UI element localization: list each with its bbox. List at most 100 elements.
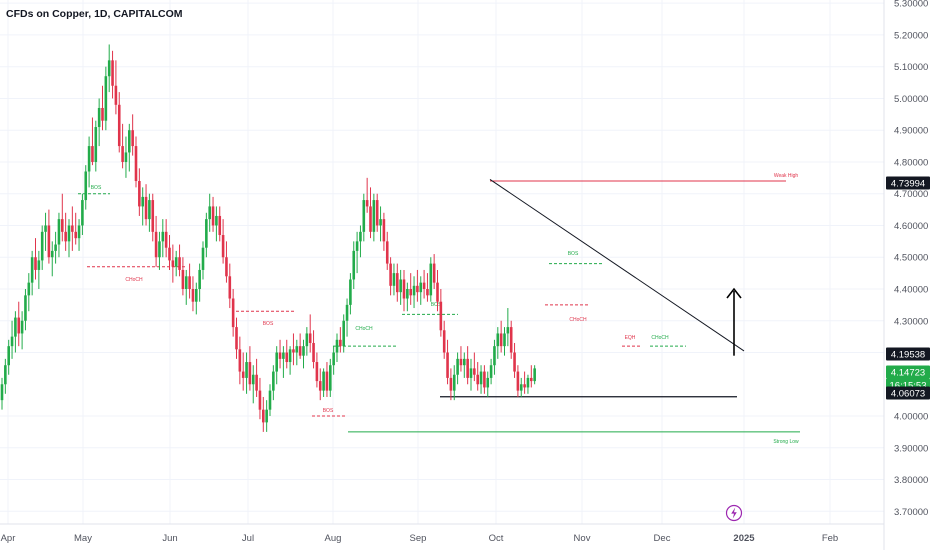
candle-body [466, 358, 469, 378]
candle-body [362, 200, 366, 232]
structure-layer: BOS CHoCH BOS CHoCH BOS BOS BOS CHoCH EQH CHoCH We… [78, 173, 799, 445]
candle-body [352, 250, 356, 280]
structure-label: EQH [625, 335, 636, 341]
candle-body [141, 196, 144, 207]
candle-body [64, 231, 67, 242]
candle-body [128, 130, 131, 153]
candle-body [77, 225, 81, 239]
candle-body [14, 317, 17, 337]
candle-body [422, 282, 426, 289]
candle-body [385, 241, 389, 264]
candle-body [402, 279, 406, 299]
candle-body [372, 200, 376, 232]
price-label-badge [886, 176, 930, 190]
candle-body [392, 273, 396, 286]
structure-label: BOS [323, 408, 334, 414]
x-tick-label: Feb [822, 533, 838, 544]
candle-body [94, 127, 98, 162]
candle-body [486, 377, 490, 388]
structure-label: BOS [91, 185, 102, 191]
y-tick-label: 4.30000 [894, 316, 928, 327]
structure-label: BOS [431, 302, 442, 308]
y-tick-label: 4.40000 [894, 284, 928, 295]
candle-body [516, 371, 520, 391]
candle-body [288, 349, 292, 363]
candle-body [121, 146, 124, 162]
candle-body [489, 365, 493, 378]
price-label-text: 4.14723 [891, 368, 925, 379]
candle-body [181, 269, 185, 289]
structure-label: Strong Low [773, 439, 799, 445]
x-tick-label: May [74, 533, 92, 544]
structure-label: CHoCH [569, 317, 587, 323]
y-tick-label: 4.50000 [894, 253, 928, 264]
structure-label: BOS [568, 251, 579, 257]
candle-body [463, 358, 466, 366]
x-tick-label: Nov [574, 533, 591, 544]
candle-body [97, 107, 101, 128]
candle-body [148, 200, 151, 220]
candle-body [349, 279, 352, 305]
candle-body [171, 260, 175, 267]
y-tick-label: 5.10000 [894, 62, 928, 73]
candle-body [382, 219, 386, 242]
candle-body [308, 333, 312, 343]
candle-body [506, 327, 510, 334]
candle-body [399, 279, 402, 293]
candle-body [30, 257, 34, 283]
candle-body [406, 288, 409, 299]
candle-body [251, 374, 255, 385]
candle-body [24, 295, 27, 321]
candle-body [285, 352, 289, 363]
candle-body [0, 384, 4, 401]
y-tick-label: 4.80000 [894, 157, 928, 168]
candle-body [292, 349, 295, 353]
flash-icon[interactable] [725, 504, 743, 522]
candle-body [241, 371, 245, 378]
candle-body [248, 362, 252, 385]
candle-body [426, 288, 429, 296]
y-tick-label: 5.00000 [894, 94, 928, 105]
y-tick-label: 5.30000 [894, 0, 928, 10]
candle-body [359, 231, 362, 242]
candle-body [201, 247, 205, 270]
candle-body [138, 181, 141, 207]
candle-body [483, 371, 486, 388]
candle-body [225, 257, 228, 277]
candle-body [50, 250, 54, 258]
candle-body [101, 107, 104, 121]
candle-body [40, 231, 44, 261]
candle-body [61, 219, 64, 232]
candle-body [469, 368, 473, 378]
candle-body [245, 362, 248, 378]
candle-body [174, 257, 178, 267]
projection-arrow-head [726, 287, 742, 299]
chart-title: CFDs on Copper, 1D, CAPITALCOM [6, 8, 183, 20]
price-axis[interactable]: 5.30000 5.20000 5.10000 5.00000 4.90000 4.800… [883, 0, 928, 550]
candle-body [436, 282, 439, 302]
candle-body [519, 384, 523, 391]
candle-body [134, 146, 138, 182]
candle-body [533, 368, 536, 382]
x-tick-label: Apr [1, 533, 16, 544]
candle-body [479, 371, 483, 385]
candle-body [265, 409, 268, 423]
candle-body [104, 76, 108, 121]
candle-body [131, 130, 134, 147]
candle-body [144, 196, 148, 220]
time-axis[interactable]: Apr May Jun Jul Aug Sep Oct Nov Dec 2025 Feb [0, 523, 884, 544]
candle-body [432, 263, 436, 283]
candle-body [84, 171, 88, 201]
candle-body [218, 215, 222, 236]
structure-label: BOS [263, 321, 274, 327]
candle-body [107, 60, 111, 77]
candle-body [335, 339, 339, 353]
price-label-text: 4.19538 [891, 350, 925, 361]
candle-body [238, 349, 242, 372]
candle-body [345, 304, 349, 321]
candle-body [429, 263, 433, 296]
y-tick-label: 5.20000 [894, 30, 928, 41]
candle-body [161, 231, 165, 242]
candle-body [329, 365, 332, 391]
